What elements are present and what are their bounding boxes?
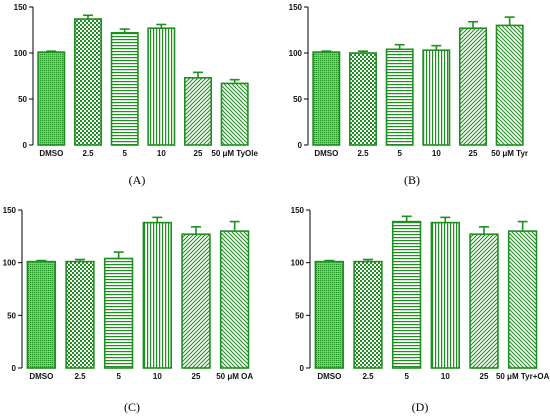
x-tick-label-3: 10 bbox=[153, 372, 162, 381]
x-tick-label-2: 5 bbox=[404, 372, 409, 381]
panel-caption: (B) bbox=[404, 173, 420, 187]
x-tick-label-3: 10 bbox=[157, 149, 166, 158]
y-tick-label-2: 100 bbox=[3, 259, 17, 268]
x-tick-label-2: 5 bbox=[116, 372, 121, 381]
panel-c: DMSO 2.5 5 10 25 50 μM OA 0 50 100 150 (C) bbox=[3, 206, 254, 414]
bar-0 bbox=[37, 51, 66, 146]
error-bar-0 bbox=[46, 50, 57, 53]
bar-5 bbox=[220, 82, 249, 146]
error-bar-5 bbox=[504, 16, 515, 26]
error-bar-3 bbox=[440, 216, 451, 223]
bar-1 bbox=[353, 260, 383, 369]
x-tick-label-1: 2.5 bbox=[82, 149, 94, 158]
x-tick-label-3: 10 bbox=[441, 372, 450, 381]
x-tick-label-2: 5 bbox=[122, 149, 127, 158]
error-bar-1 bbox=[358, 50, 368, 53]
panel-caption: (A) bbox=[129, 173, 146, 187]
y-tick-label-0: 0 bbox=[23, 141, 28, 150]
error-bar-3 bbox=[156, 23, 167, 29]
error-bar-0 bbox=[321, 50, 332, 53]
x-tick-label-4: 25 bbox=[480, 372, 489, 381]
y-tick-label-3: 150 bbox=[14, 3, 28, 12]
bar-0 bbox=[314, 260, 344, 369]
error-bar-4 bbox=[193, 71, 203, 78]
bar-2 bbox=[391, 220, 422, 369]
error-bar-5 bbox=[517, 220, 528, 232]
bar-4 bbox=[458, 27, 487, 146]
error-bar-2 bbox=[113, 251, 124, 259]
bar-1 bbox=[348, 52, 377, 146]
bar-3 bbox=[430, 221, 460, 369]
panel-d: DMSO 2.5 5 10 25 50 μM Tyr+OA 0 50 100 150 (D) bbox=[291, 206, 550, 414]
panel-caption: (D) bbox=[412, 400, 429, 414]
bar-2 bbox=[103, 257, 134, 369]
error-bar-2 bbox=[119, 28, 130, 33]
error-bar-3 bbox=[152, 216, 163, 223]
bar-2 bbox=[110, 31, 139, 146]
y-tick-label-0: 0 bbox=[298, 141, 303, 150]
bar-5 bbox=[507, 230, 538, 369]
bar-2 bbox=[385, 48, 414, 146]
error-bar-5 bbox=[229, 220, 240, 232]
x-tick-label-2: 5 bbox=[397, 149, 402, 158]
bar-3 bbox=[147, 27, 176, 146]
error-bar-4 bbox=[468, 20, 478, 29]
y-tick-label-1: 50 bbox=[18, 95, 27, 104]
y-tick-label-3: 150 bbox=[289, 3, 303, 12]
bar-5 bbox=[495, 24, 524, 146]
bar-3 bbox=[422, 49, 451, 146]
x-tick-label-5: 50 μM Tyr bbox=[491, 149, 528, 158]
y-tick-label-2: 100 bbox=[289, 49, 303, 58]
x-tick-label-4: 25 bbox=[192, 372, 201, 381]
y-tick-label-0: 0 bbox=[12, 364, 17, 373]
error-bar-4 bbox=[479, 226, 489, 235]
bar-5 bbox=[219, 230, 250, 369]
panel-b: DMSO 2.5 5 10 25 50 μM Tyr 0 50 100 150 (B) bbox=[289, 3, 528, 187]
panel-caption: (C) bbox=[124, 400, 140, 414]
error-bar-2 bbox=[401, 215, 412, 222]
error-bar-1 bbox=[363, 258, 373, 262]
error-bar-2 bbox=[394, 43, 405, 50]
error-bar-1 bbox=[75, 258, 85, 262]
x-tick-label-5: 50 μM OA bbox=[216, 372, 253, 381]
x-tick-label-0: DMSO bbox=[317, 372, 341, 381]
y-tick-label-3: 150 bbox=[291, 206, 305, 215]
bar-4 bbox=[469, 233, 499, 369]
x-tick-label-1: 2.5 bbox=[74, 372, 86, 381]
error-bar-5 bbox=[229, 78, 240, 84]
bar-1 bbox=[65, 260, 95, 369]
bar-0 bbox=[312, 51, 341, 146]
x-tick-label-1: 2.5 bbox=[357, 149, 369, 158]
x-tick-label-5: 50 μM Tyr+OA bbox=[496, 372, 550, 381]
bar-0 bbox=[26, 260, 56, 369]
panel-a: DMSO 2.5 5 10 25 50 μM TyOle 0 50 100 150 (A) bbox=[14, 3, 259, 187]
x-tick-label-5: 50 μM TyOle bbox=[211, 149, 258, 158]
x-tick-label-0: DMSO bbox=[314, 149, 338, 158]
y-tick-label-2: 100 bbox=[14, 49, 28, 58]
bar-3 bbox=[142, 221, 172, 369]
bar-1 bbox=[74, 18, 103, 146]
y-tick-label-3: 150 bbox=[3, 206, 17, 215]
bar-4 bbox=[181, 233, 211, 369]
error-bar-1 bbox=[83, 14, 93, 19]
y-tick-label-2: 100 bbox=[291, 259, 305, 268]
x-tick-label-0: DMSO bbox=[39, 149, 63, 158]
y-tick-label-1: 50 bbox=[295, 311, 304, 320]
error-bar-0 bbox=[36, 259, 47, 262]
x-tick-label-4: 25 bbox=[194, 149, 203, 158]
error-bar-4 bbox=[191, 226, 201, 235]
x-tick-label-1: 2.5 bbox=[362, 372, 374, 381]
y-tick-label-0: 0 bbox=[300, 364, 305, 373]
y-tick-label-1: 50 bbox=[7, 311, 16, 320]
x-tick-label-3: 10 bbox=[432, 149, 441, 158]
x-tick-label-0: DMSO bbox=[29, 372, 53, 381]
bar-4 bbox=[184, 77, 213, 146]
error-bar-3 bbox=[431, 44, 442, 51]
x-tick-label-4: 25 bbox=[469, 149, 478, 158]
y-tick-label-1: 50 bbox=[293, 95, 302, 104]
error-bar-0 bbox=[324, 259, 335, 262]
